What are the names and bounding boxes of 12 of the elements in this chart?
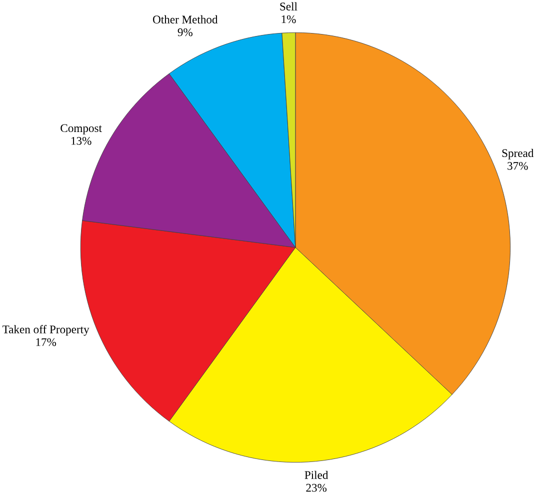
slice-label: Spread [502, 148, 534, 160]
slice-label: Sell [280, 2, 298, 10]
data-label: 1% [282, 15, 296, 24]
data-label: 9% [178, 28, 192, 36]
data-label: 23% [306, 484, 327, 492]
data-label: 17% [36, 338, 56, 346]
slice-label: Other Method [153, 15, 218, 24]
data-label: 37% [508, 162, 528, 170]
data-label: 13% [72, 136, 92, 145]
slice-label: Piled [304, 470, 328, 479]
slice-label: Compost [60, 124, 102, 134]
slice-label: Taken off Property [2, 325, 90, 336]
